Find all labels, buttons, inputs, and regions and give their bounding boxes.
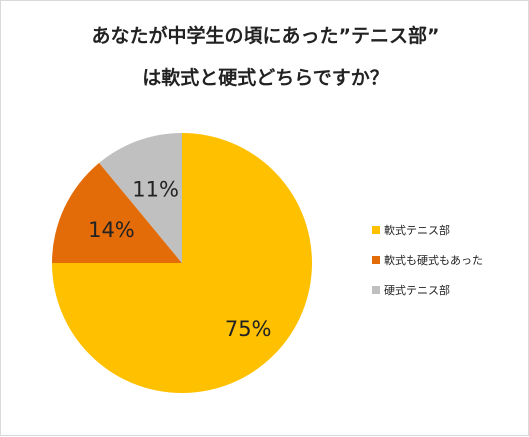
chart-title-line-2: は軟式と硬式どちらですか？ bbox=[142, 67, 389, 89]
legend-label-1: 軟式テニス部 bbox=[384, 224, 450, 237]
slice-label-2: 14% bbox=[88, 218, 135, 242]
legend-swatch-3 bbox=[372, 286, 380, 294]
legend-item-2: 軟式も硬式もあった bbox=[372, 253, 483, 267]
slice-label-1: 75% bbox=[225, 317, 272, 341]
legend: 軟式テニス部 軟式も硬式もあった 硬式テニス部 bbox=[372, 223, 483, 313]
legend-label-3: 硬式テニス部 bbox=[384, 284, 450, 297]
legend-item-1: 軟式テニス部 bbox=[372, 223, 483, 237]
legend-swatch-1 bbox=[372, 226, 380, 234]
chart-title-line-1: あなたが中学生の頃にあった”テニス部” bbox=[91, 25, 440, 47]
slice-label-3: 11% bbox=[132, 178, 179, 202]
pie-slice-2 bbox=[52, 162, 182, 263]
legend-label-2: 軟式も硬式もあった bbox=[384, 254, 483, 267]
legend-item-3: 硬式テニス部 bbox=[372, 283, 483, 297]
legend-swatch-2 bbox=[372, 256, 380, 264]
pie-slice-3 bbox=[99, 133, 182, 263]
